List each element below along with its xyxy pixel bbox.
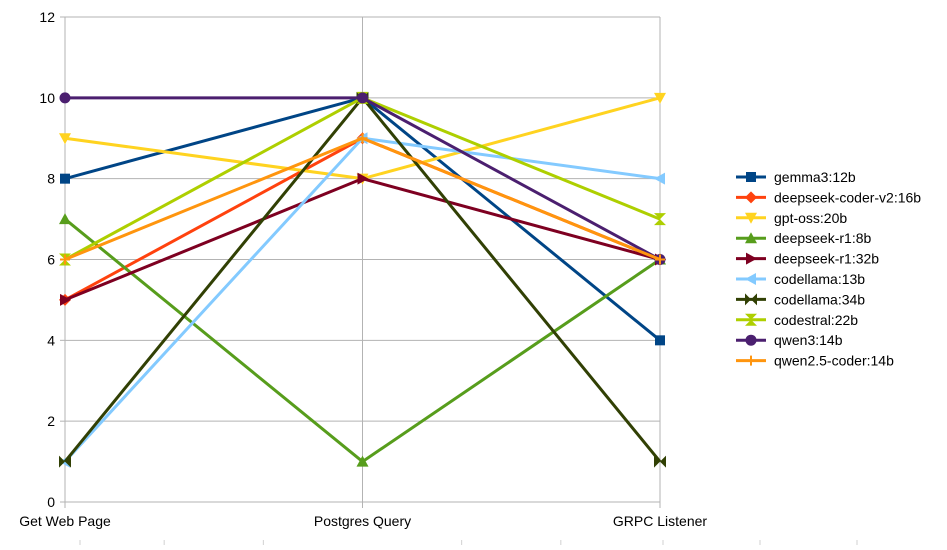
legend-entry: deepseek-r1:8b [736,230,872,246]
legend-swatch-marker [745,293,757,306]
data-point [60,173,70,184]
data-point [59,133,71,145]
data-point [356,455,369,467]
legend-swatch-marker [745,273,756,285]
series-layer [59,91,666,468]
data-point [654,455,666,468]
data-point [59,455,71,468]
legend-entry: qwen3:14b [736,332,843,348]
legend-swatch-marker [745,313,757,326]
legend-label: codellama:13b [774,271,865,287]
data-point [654,92,666,104]
legend-swatch-marker [745,334,757,346]
legend-label: codestral:22b [774,312,858,328]
axis-layer: 0 2 4 6 8 10 12 Get Web Page Postgres Query GRPC … [19,9,858,545]
y-tick-label: 8 [47,171,55,187]
data-point [654,172,665,185]
legend-swatch-marker [746,252,757,265]
y-tick-label: 4 [47,332,55,348]
grid-layer [64,16,661,503]
legend-swatch-marker [745,232,757,244]
legend-swatch-marker [745,212,757,224]
legend-label: deepseek-r1:32b [774,251,879,267]
legend-label: gemma3:12b [774,169,856,185]
legend-label: qwen3:14b [774,332,843,348]
legend-swatch-marker [746,172,756,182]
legend-swatch-marker [745,191,757,204]
data-point [357,172,369,185]
legend-label: gpt-oss:20b [774,210,847,226]
data-point [60,293,71,306]
legend: gemma3:12b deepseek-coder-v2:16b gpt-oss:2… [736,169,921,369]
data-point [654,213,666,226]
legend-entry: gemma3:12b [736,169,856,185]
y-tick-label: 12 [39,9,55,25]
legend-label: qwen2.5-coder:14b [774,353,894,369]
data-point [655,254,665,265]
x-tick-label: Get Web Page [19,513,111,529]
legend-label: deepseek-r1:8b [774,230,872,246]
data-point [59,213,71,225]
series-qwen2.5-coder:14b [60,133,665,265]
y-tick-label: 0 [47,494,55,510]
data-point [59,253,71,266]
legend-entry: codellama:13b [736,271,865,287]
legend-label: deepseek-coder-v2:16b [774,189,921,205]
legend-swatch-marker [746,355,756,366]
y-tick-label: 10 [39,90,55,106]
data-point [59,92,71,104]
data-point [357,133,368,144]
legend-entry: qwen2.5-coder:14b [736,353,894,369]
legend-entry: codellama:34b [736,291,865,307]
legend-entry: deepseek-r1:32b [736,251,879,267]
x-tick-label: GRPC Listener [613,513,707,529]
data-point [357,92,368,104]
legend-entry: deepseek-coder-v2:16b [736,189,921,205]
legend-entry: gpt-oss:20b [736,210,847,226]
series-qwen3:14b [59,92,666,265]
data-point [655,335,665,346]
y-tick-label: 2 [47,413,55,429]
x-tick-label: Postgres Query [314,513,411,529]
y-tick-label: 6 [47,252,55,268]
legend-label: codellama:34b [774,291,865,307]
legend-entry: codestral:22b [736,312,858,328]
data-point [60,254,70,265]
